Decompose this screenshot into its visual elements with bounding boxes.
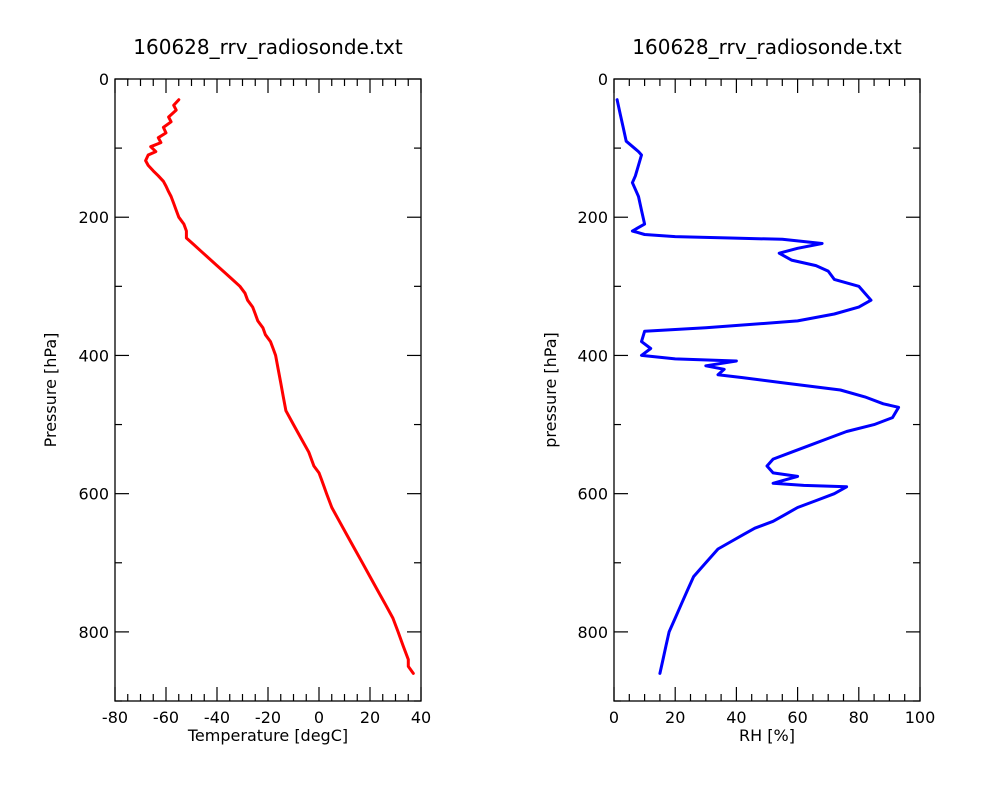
temperature-x-tick-label: -80 xyxy=(102,708,128,727)
rh-y-tick-label: 0 xyxy=(598,70,608,89)
rh-x-tick-label: 100 xyxy=(905,708,936,727)
temperature-y-tick-label: 0 xyxy=(99,70,109,89)
rh-chart: 160628_rrv_radiosonde.txt 0 20 40 60 80 100 0… xyxy=(541,35,935,745)
temperature-y-tick-label: 400 xyxy=(78,346,109,365)
rh-y-tick-label: 800 xyxy=(577,623,608,642)
temperature-x-axis-label: Temperature [degC] xyxy=(187,726,348,745)
rh-chart-title: 160628_rrv_radiosonde.txt xyxy=(632,35,902,59)
temperature-chart: 160628_rrv_radiosonde.txt -80 -60 -40 -20 0 2… xyxy=(41,35,431,745)
rh-profile-line xyxy=(615,98,901,675)
rh-y-axis-label: pressure [hPa] xyxy=(541,332,560,448)
rh-y-ticks: 0 200 400 600 800 xyxy=(577,70,920,702)
rh-x-axis-label: RH [%] xyxy=(739,726,795,745)
temperature-y-tick-label: 800 xyxy=(78,623,109,642)
temperature-y-tick-label: 600 xyxy=(78,485,109,504)
rh-x-tick-label: 80 xyxy=(849,708,869,727)
temperature-x-tick-label: 0 xyxy=(314,708,324,727)
temperature-x-tick-label: -40 xyxy=(204,708,230,727)
temperature-x-ticks: -80 -60 -40 -20 0 20 40 xyxy=(102,79,431,727)
temperature-x-tick-label: -60 xyxy=(153,708,179,727)
temperature-profile-line xyxy=(144,98,415,675)
rh-y-tick-label: 600 xyxy=(577,485,608,504)
rh-plot-frame xyxy=(613,78,921,702)
rh-x-tick-label: 20 xyxy=(665,708,685,727)
rh-y-tick-label: 200 xyxy=(577,208,608,227)
temperature-x-tick-label: 20 xyxy=(360,708,380,727)
temperature-y-tick-label: 200 xyxy=(78,208,109,227)
temperature-series xyxy=(144,98,415,675)
temperature-y-ticks: 0 200 400 600 800 xyxy=(78,70,421,702)
temperature-x-tick-label: -20 xyxy=(255,708,281,727)
rh-x-ticks: 0 20 40 60 80 100 xyxy=(609,79,935,727)
rh-x-tick-label: 60 xyxy=(787,708,807,727)
temperature-chart-title: 160628_rrv_radiosonde.txt xyxy=(133,35,403,59)
temperature-y-axis-label: Pressure [hPa] xyxy=(41,333,60,448)
temperature-x-tick-label: 40 xyxy=(411,708,431,727)
temperature-plot-frame xyxy=(114,78,422,702)
rh-y-tick-label: 400 xyxy=(577,346,608,365)
rh-x-tick-label: 40 xyxy=(726,708,746,727)
rh-series xyxy=(615,98,901,675)
rh-x-tick-label: 0 xyxy=(609,708,619,727)
